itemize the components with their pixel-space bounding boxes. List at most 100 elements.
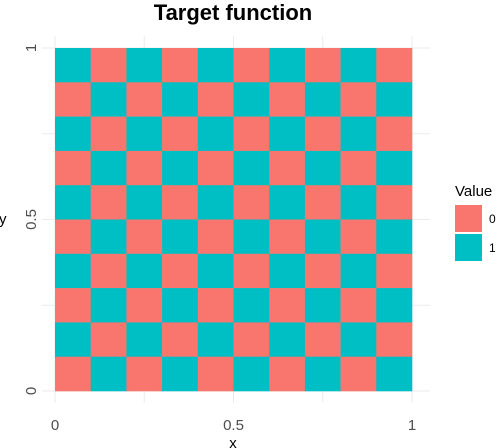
heatmap-cell (162, 253, 199, 289)
heatmap-cell (376, 288, 413, 323)
heatmap-cell (197, 253, 234, 289)
heatmap-cell (55, 356, 91, 392)
heatmap-cell (90, 150, 127, 186)
heatmap-cell (55, 150, 91, 186)
heatmap-cell (269, 48, 306, 83)
heatmap-cell (376, 150, 413, 186)
heatmap-cell (269, 150, 306, 186)
heatmap-cell (376, 253, 413, 289)
heatmap-cell (162, 48, 199, 83)
heatmap-cell (197, 116, 234, 152)
heatmap-cell (340, 288, 377, 323)
heatmap-cell (90, 185, 127, 220)
heatmap-cell (340, 82, 377, 117)
heatmap-cell (340, 185, 377, 220)
heatmap-cell (126, 48, 163, 83)
heatmap-cell (162, 185, 199, 220)
heatmap-cell (269, 116, 306, 152)
legend-key (455, 205, 482, 232)
heatmap-cell (233, 219, 270, 255)
heatmap-cell (126, 185, 163, 220)
heatmap-cell (90, 116, 127, 152)
heatmap-cell (55, 219, 91, 255)
heatmap-cell (55, 185, 91, 220)
heatmap-cell (55, 48, 91, 83)
heatmap-cell (233, 356, 270, 392)
heatmap-cell (269, 356, 306, 392)
heatmap-cell (162, 356, 199, 392)
legend-label: 0 (489, 212, 496, 226)
heatmap-cell (376, 116, 413, 152)
y-tick-label: 0 (23, 387, 40, 395)
heatmap-cell (233, 288, 270, 323)
heatmap-cell (197, 82, 234, 117)
heatmap-cell (162, 219, 199, 255)
heatmap-cell (162, 82, 199, 117)
heatmap-cell (162, 288, 199, 323)
heatmap-cell (162, 322, 199, 357)
x-axis-ticks: 0 0.5 1 (51, 417, 416, 434)
heatmap-cell (233, 185, 270, 220)
heatmap-cell (197, 219, 234, 255)
heatmap-cell (340, 219, 377, 255)
heatmap-cell (197, 288, 234, 323)
heatmap-cell (55, 288, 91, 323)
heatmap-cell (126, 288, 163, 323)
heatmap-cell (340, 116, 377, 152)
heatmap-cell (55, 322, 91, 357)
heatmap-cell (233, 116, 270, 152)
heatmap-cell (90, 322, 127, 357)
x-tick-label: 1 (408, 417, 416, 434)
heatmap-cell (376, 322, 413, 357)
heatmap-cell (126, 322, 163, 357)
heatmap-cell (90, 356, 127, 392)
heatmap-cell (197, 48, 234, 83)
heatmap-cell (162, 116, 199, 152)
heatmap-cell (90, 253, 127, 289)
heatmap-cell (340, 356, 377, 392)
heatmap-cell (376, 219, 413, 255)
heatmap-cell (55, 253, 91, 289)
chart-title: Target function (154, 0, 312, 25)
heatmap-cell (126, 219, 163, 255)
heatmap-cell (197, 150, 234, 186)
heatmap-cell (55, 82, 91, 117)
x-tick-label: 0 (51, 417, 59, 434)
heatmap-cell (233, 48, 270, 83)
heatmap-cell (126, 150, 163, 186)
heatmap-cell (162, 150, 199, 186)
heatmap-cell (197, 356, 234, 392)
heatmap-cell (90, 48, 127, 83)
heatmap-cell (269, 185, 306, 220)
y-tick-label: 1 (23, 44, 40, 52)
y-tick-label: 0.5 (23, 209, 40, 230)
x-axis-label: x (229, 435, 237, 448)
heatmap-cell (269, 219, 306, 255)
heatmap-cell (304, 116, 341, 152)
heatmap-cell (269, 322, 306, 357)
heatmap-cell (340, 48, 377, 83)
heatmap-cell (304, 288, 341, 323)
legend-label: 1 (489, 241, 496, 255)
heatmap-cell (376, 48, 413, 83)
legend-title: Value (455, 183, 492, 200)
heatmap-cell (376, 185, 413, 220)
heatmap-cell (126, 356, 163, 392)
heatmap-cell (304, 185, 341, 220)
heatmap-cell (304, 48, 341, 83)
heatmap-cell (90, 288, 127, 323)
heatmap-cell (340, 322, 377, 357)
heatmap-cell (197, 185, 234, 220)
heatmap-cell (304, 150, 341, 186)
heatmap-cells (55, 48, 413, 392)
heatmap-cell (233, 150, 270, 186)
heatmap-cell (269, 82, 306, 117)
x-tick-label: 0.5 (223, 417, 244, 434)
heatmap-cell (90, 219, 127, 255)
legend-key (455, 234, 482, 261)
legend: Value 0 1 (455, 183, 496, 261)
heatmap-cell (233, 253, 270, 289)
heatmap-cell (126, 116, 163, 152)
heatmap-cell (376, 356, 413, 392)
